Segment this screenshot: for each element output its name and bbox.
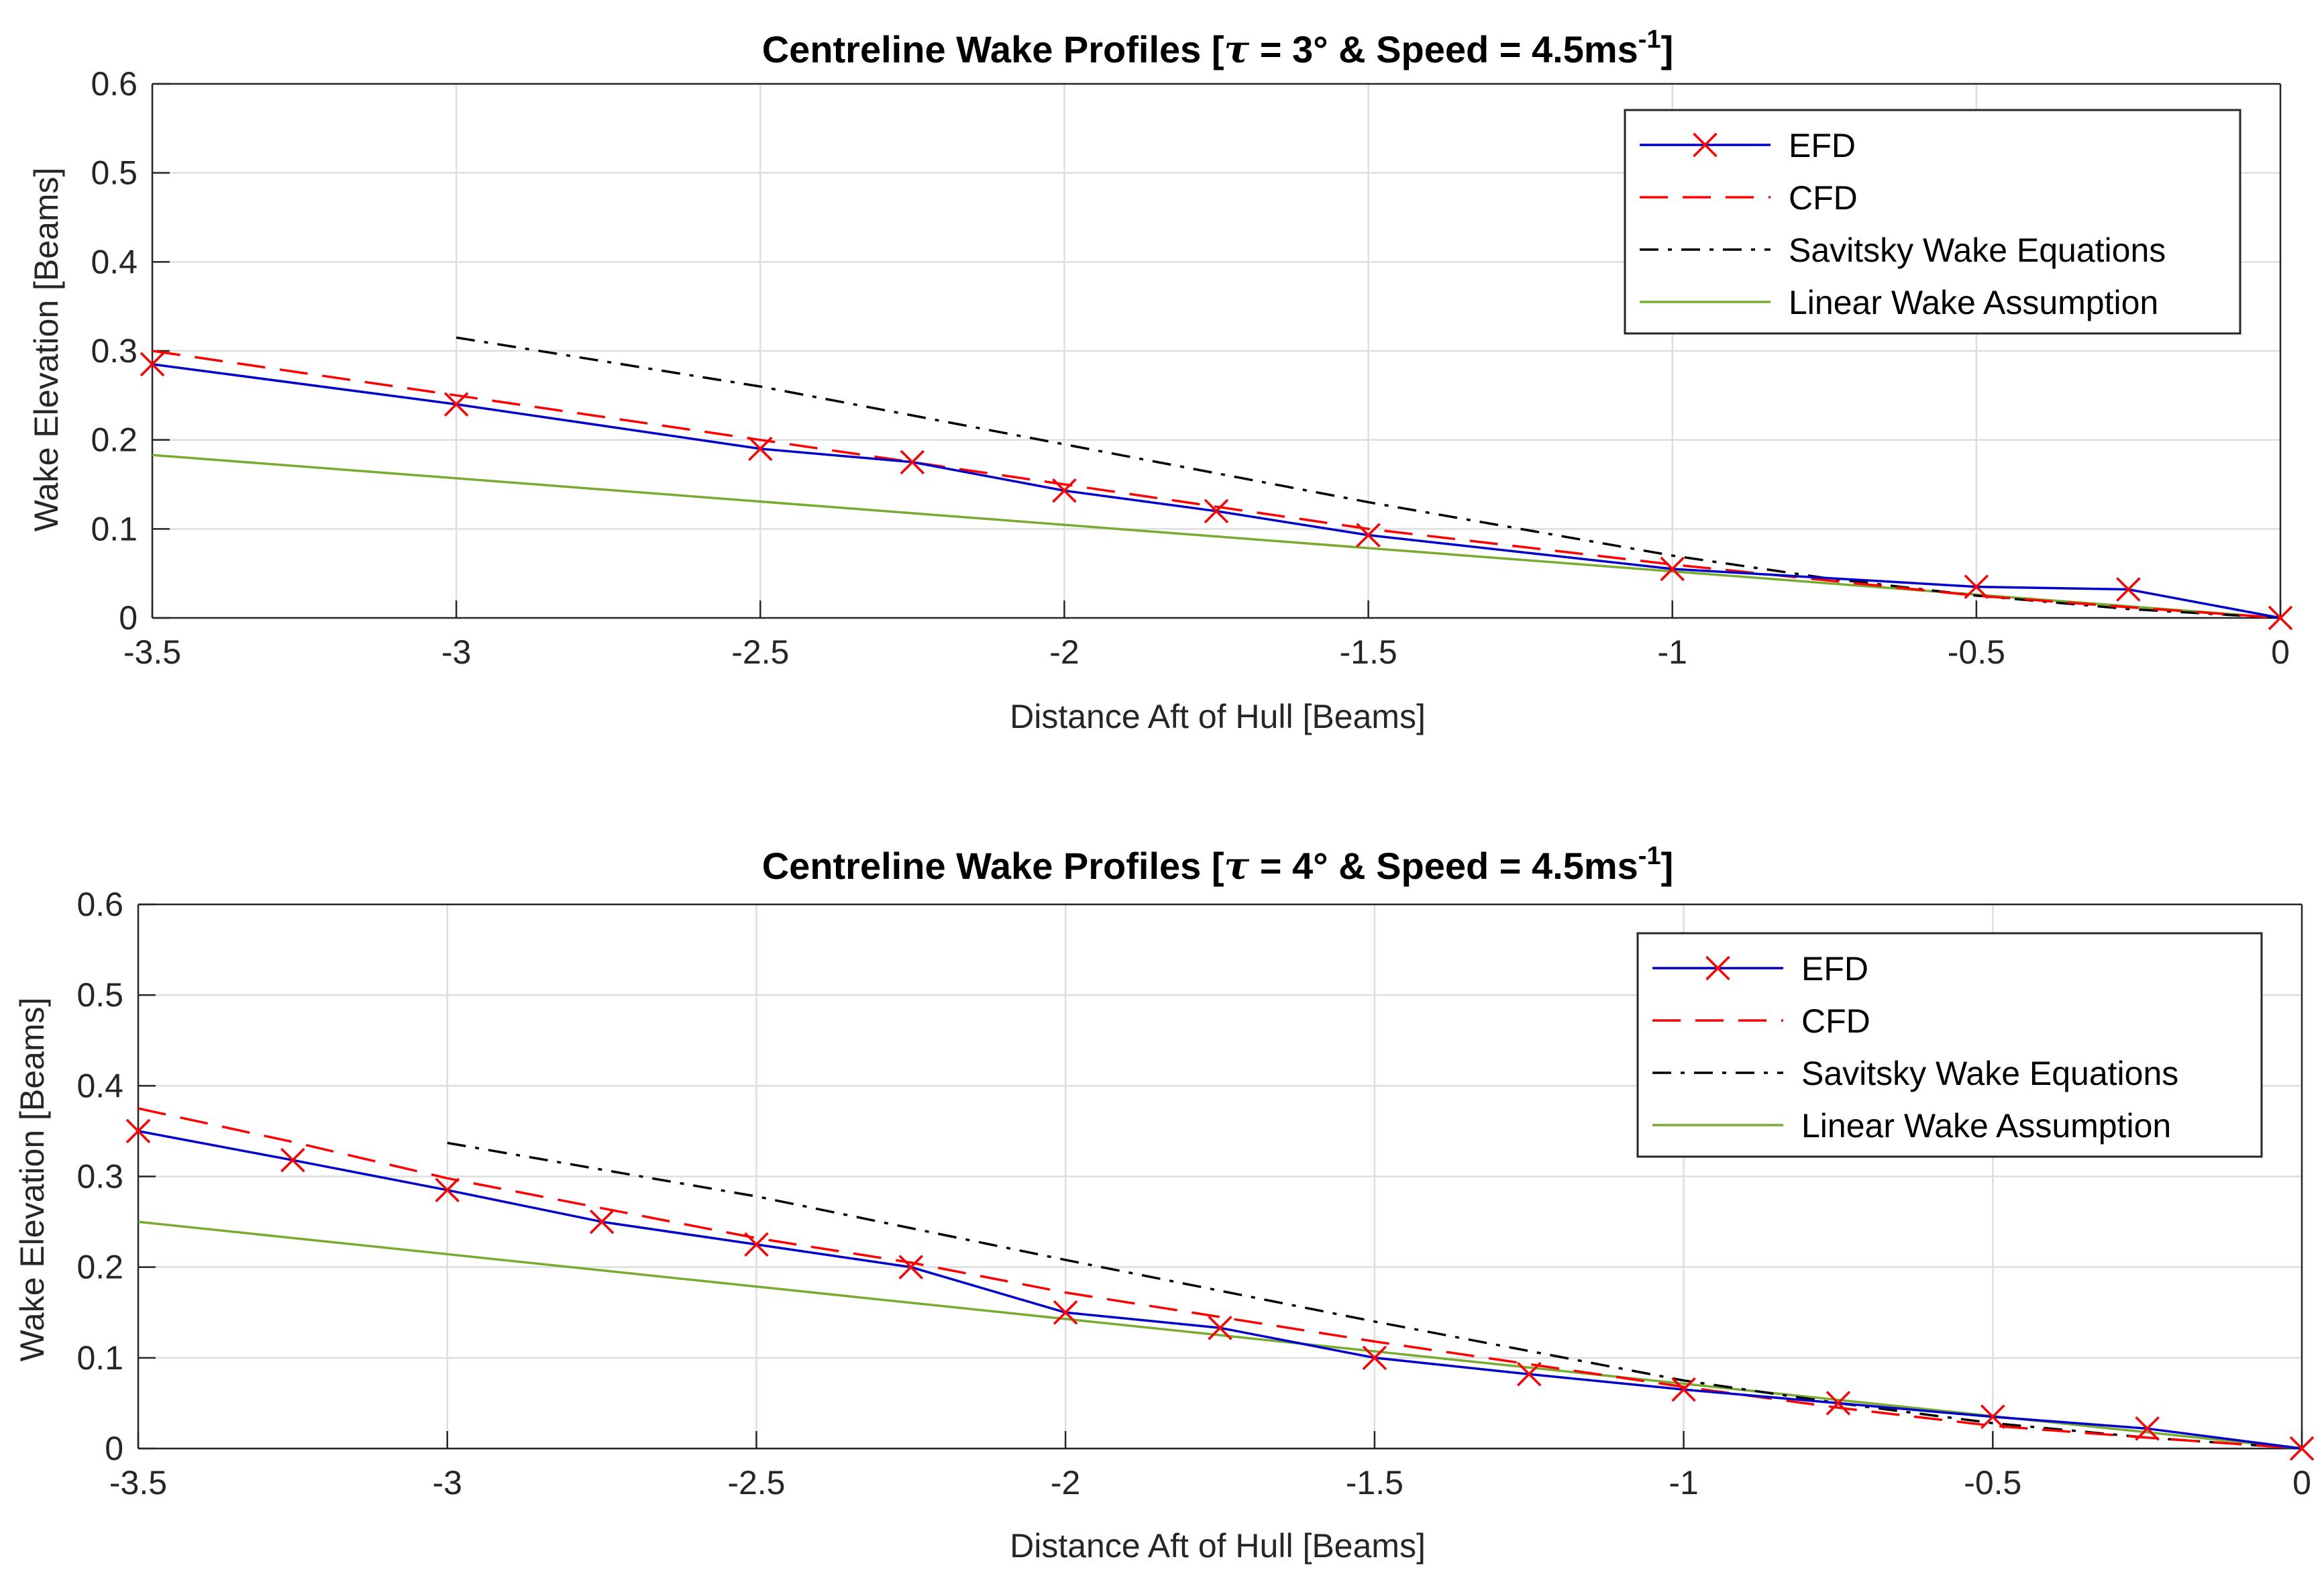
series xyxy=(140,336,2293,631)
efd-marker xyxy=(589,1209,615,1234)
y-tick-label: 0.6 xyxy=(76,886,123,923)
legend-entry: CFD xyxy=(1640,179,1858,217)
axes: -3.5 -3 -2.5 -2 -1.5 -1 -0.5 0 0 0.1 0.2 0.3 0.4 0.5 0… xyxy=(76,886,2311,1502)
legend-label: CFD xyxy=(1789,179,1858,217)
efd-marker xyxy=(1204,498,1229,524)
legend: EFD CFD Savitsky Wake Equations Linear Wake… xyxy=(1636,932,2263,1158)
y-tick-label: 0.5 xyxy=(76,976,123,1014)
efd-marker xyxy=(280,1147,305,1173)
legend-label: CFD xyxy=(1801,1002,1870,1040)
legend-entry: EFD xyxy=(1640,127,1856,164)
chart-top: Centreline Wake Profiles [τ = 3° & Speed… xyxy=(28,25,2293,735)
series-line-cfd xyxy=(138,1107,2303,1450)
series-line-savitsky-wake-equations xyxy=(456,336,2281,619)
legend-label: Savitsky Wake Equations xyxy=(1801,1055,2178,1092)
efd-marker xyxy=(2135,1416,2160,1441)
legend-box xyxy=(1624,109,2241,335)
x-tick-label: -3 xyxy=(441,633,471,671)
efd-marker xyxy=(1356,523,1381,547)
x-tick-label: -0.5 xyxy=(1948,633,2005,671)
efd-marker xyxy=(1964,574,1989,599)
chart-title: Centreline Wake Profiles [τ = 3° & Speed… xyxy=(762,25,1674,72)
efd-marker xyxy=(744,1232,769,1257)
efd-marker xyxy=(2268,605,2293,631)
y-tick-label: 0.1 xyxy=(91,510,138,547)
legend-label: Linear Wake Assumption xyxy=(1789,284,2158,321)
series xyxy=(125,1107,2315,1461)
y-tick-label: 0 xyxy=(105,1430,123,1467)
y-tick-label: 0.2 xyxy=(91,421,138,459)
x-tick-label: -3 xyxy=(432,1464,462,1502)
x-tick-label: -2.5 xyxy=(727,1464,785,1502)
y-tick-label: 0.6 xyxy=(91,65,138,103)
x-tick-label: -0.5 xyxy=(1964,1464,2021,1502)
efd-marker xyxy=(125,1118,151,1144)
legend: EFD CFD Savitsky Wake Equations Linear Wake… xyxy=(1624,109,2241,335)
efd-marker xyxy=(748,436,773,462)
y-tick-label: 0.5 xyxy=(91,154,138,192)
efd-marker xyxy=(1516,1361,1542,1387)
legend-entry: EFD xyxy=(1652,950,1868,988)
chart-title: Centreline Wake Profiles [τ = 4° & Speed… xyxy=(762,842,1674,888)
x-tick-label: -3.5 xyxy=(123,633,181,671)
legend-label: EFD xyxy=(1789,127,1856,164)
efd-marker xyxy=(1826,1391,1851,1416)
efd-marker xyxy=(1671,1377,1696,1402)
x-tick-label: -2 xyxy=(1051,1464,1080,1502)
legend-entry: Savitsky Wake Equations xyxy=(1652,1055,2178,1092)
x-axis-label: Distance Aft of Hull [Beams] xyxy=(1010,1527,1426,1565)
y-tick-label: 0 xyxy=(119,599,138,637)
efd-marker xyxy=(1052,478,1077,503)
efd-marker xyxy=(1362,1345,1387,1371)
x-axis-label: Distance Aft of Hull [Beams] xyxy=(1010,698,1426,735)
axes: -3.5 -3 -2.5 -2 -1.5 -1 -0.5 0 0 0.1 0.2 0.3 0.4 0.5 0… xyxy=(91,65,2289,671)
series-line-cfd xyxy=(152,350,2281,619)
efd-marker xyxy=(1053,1300,1078,1325)
legend-entry: Savitsky Wake Equations xyxy=(1640,231,2166,269)
y-axis-label: Wake Elevation [Beams] xyxy=(28,168,65,532)
x-tick-label: -1 xyxy=(1669,1464,1698,1502)
chart-bottom: Centreline Wake Profiles [τ = 4° & Speed… xyxy=(13,842,2315,1565)
y-tick-label: 0.4 xyxy=(76,1067,123,1104)
x-tick-label: 0 xyxy=(2292,1464,2311,1502)
x-tick-label: -2.5 xyxy=(731,633,789,671)
x-tick-label: -3.5 xyxy=(109,1464,167,1502)
x-tick-label: 0 xyxy=(2271,633,2290,671)
legend-entry: Linear Wake Assumption xyxy=(1652,1107,2171,1145)
legend-box xyxy=(1636,932,2263,1158)
x-tick-label: -1 xyxy=(1657,633,1687,671)
efd-marker xyxy=(1660,556,1685,582)
efd-marker xyxy=(435,1177,460,1203)
legend-entry: CFD xyxy=(1652,1002,1870,1040)
legend-label: EFD xyxy=(1801,950,1868,988)
efd-marker xyxy=(2289,1436,2315,1461)
y-tick-label: 0.2 xyxy=(76,1249,123,1286)
x-tick-label: -2 xyxy=(1049,633,1079,671)
efd-marker xyxy=(898,1255,924,1279)
efd-marker xyxy=(1208,1315,1232,1340)
efd-marker xyxy=(900,450,925,475)
series-line-linear-wake-assumption xyxy=(152,454,2281,619)
series-line-linear-wake-assumption xyxy=(138,1220,2303,1450)
legend-entry: Linear Wake Assumption xyxy=(1640,284,2158,321)
efd-marker xyxy=(1980,1404,2005,1429)
legend-label: Linear Wake Assumption xyxy=(1801,1107,2171,1145)
y-tick-label: 0.3 xyxy=(91,332,138,370)
y-tick-label: 0.3 xyxy=(76,1158,123,1196)
y-tick-label: 0.4 xyxy=(91,243,138,280)
x-tick-label: -1.5 xyxy=(1346,1464,1404,1502)
y-tick-label: 0.1 xyxy=(76,1339,123,1377)
x-tick-label: -1.5 xyxy=(1339,633,1397,671)
efd-marker xyxy=(443,392,469,417)
efd-marker xyxy=(2116,577,2141,602)
y-axis-label: Wake Elevation [Beams] xyxy=(13,998,51,1362)
legend-label: Savitsky Wake Equations xyxy=(1789,231,2166,269)
efd-marker xyxy=(140,352,165,377)
